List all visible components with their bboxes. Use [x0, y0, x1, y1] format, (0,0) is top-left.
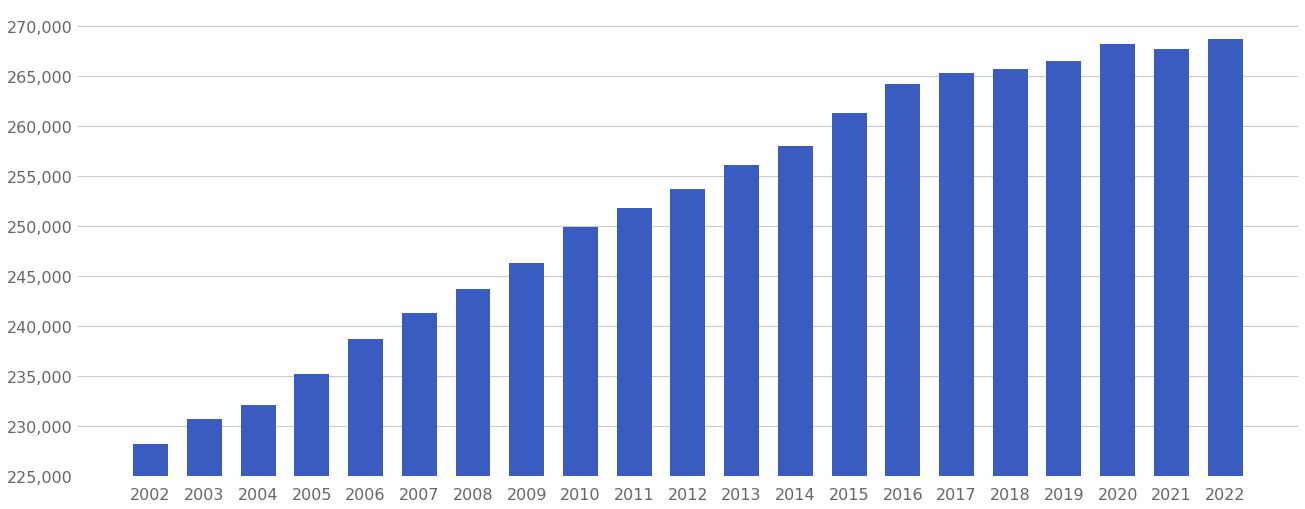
- Bar: [617, 209, 651, 476]
- Bar: [295, 374, 329, 476]
- Bar: [1100, 45, 1135, 476]
- Bar: [885, 85, 920, 476]
- Bar: [455, 290, 491, 476]
- Bar: [940, 74, 974, 476]
- Bar: [1207, 40, 1242, 476]
- Bar: [133, 444, 168, 476]
- Bar: [240, 405, 275, 476]
- Bar: [993, 70, 1027, 476]
- Bar: [831, 114, 867, 476]
- Bar: [1047, 62, 1082, 476]
- Bar: [562, 228, 598, 476]
- Bar: [671, 189, 705, 476]
- Bar: [402, 314, 437, 476]
- Bar: [187, 419, 222, 476]
- Bar: [1154, 50, 1189, 476]
- Bar: [509, 264, 544, 476]
- Bar: [724, 165, 760, 476]
- Bar: [348, 340, 382, 476]
- Bar: [778, 147, 813, 476]
